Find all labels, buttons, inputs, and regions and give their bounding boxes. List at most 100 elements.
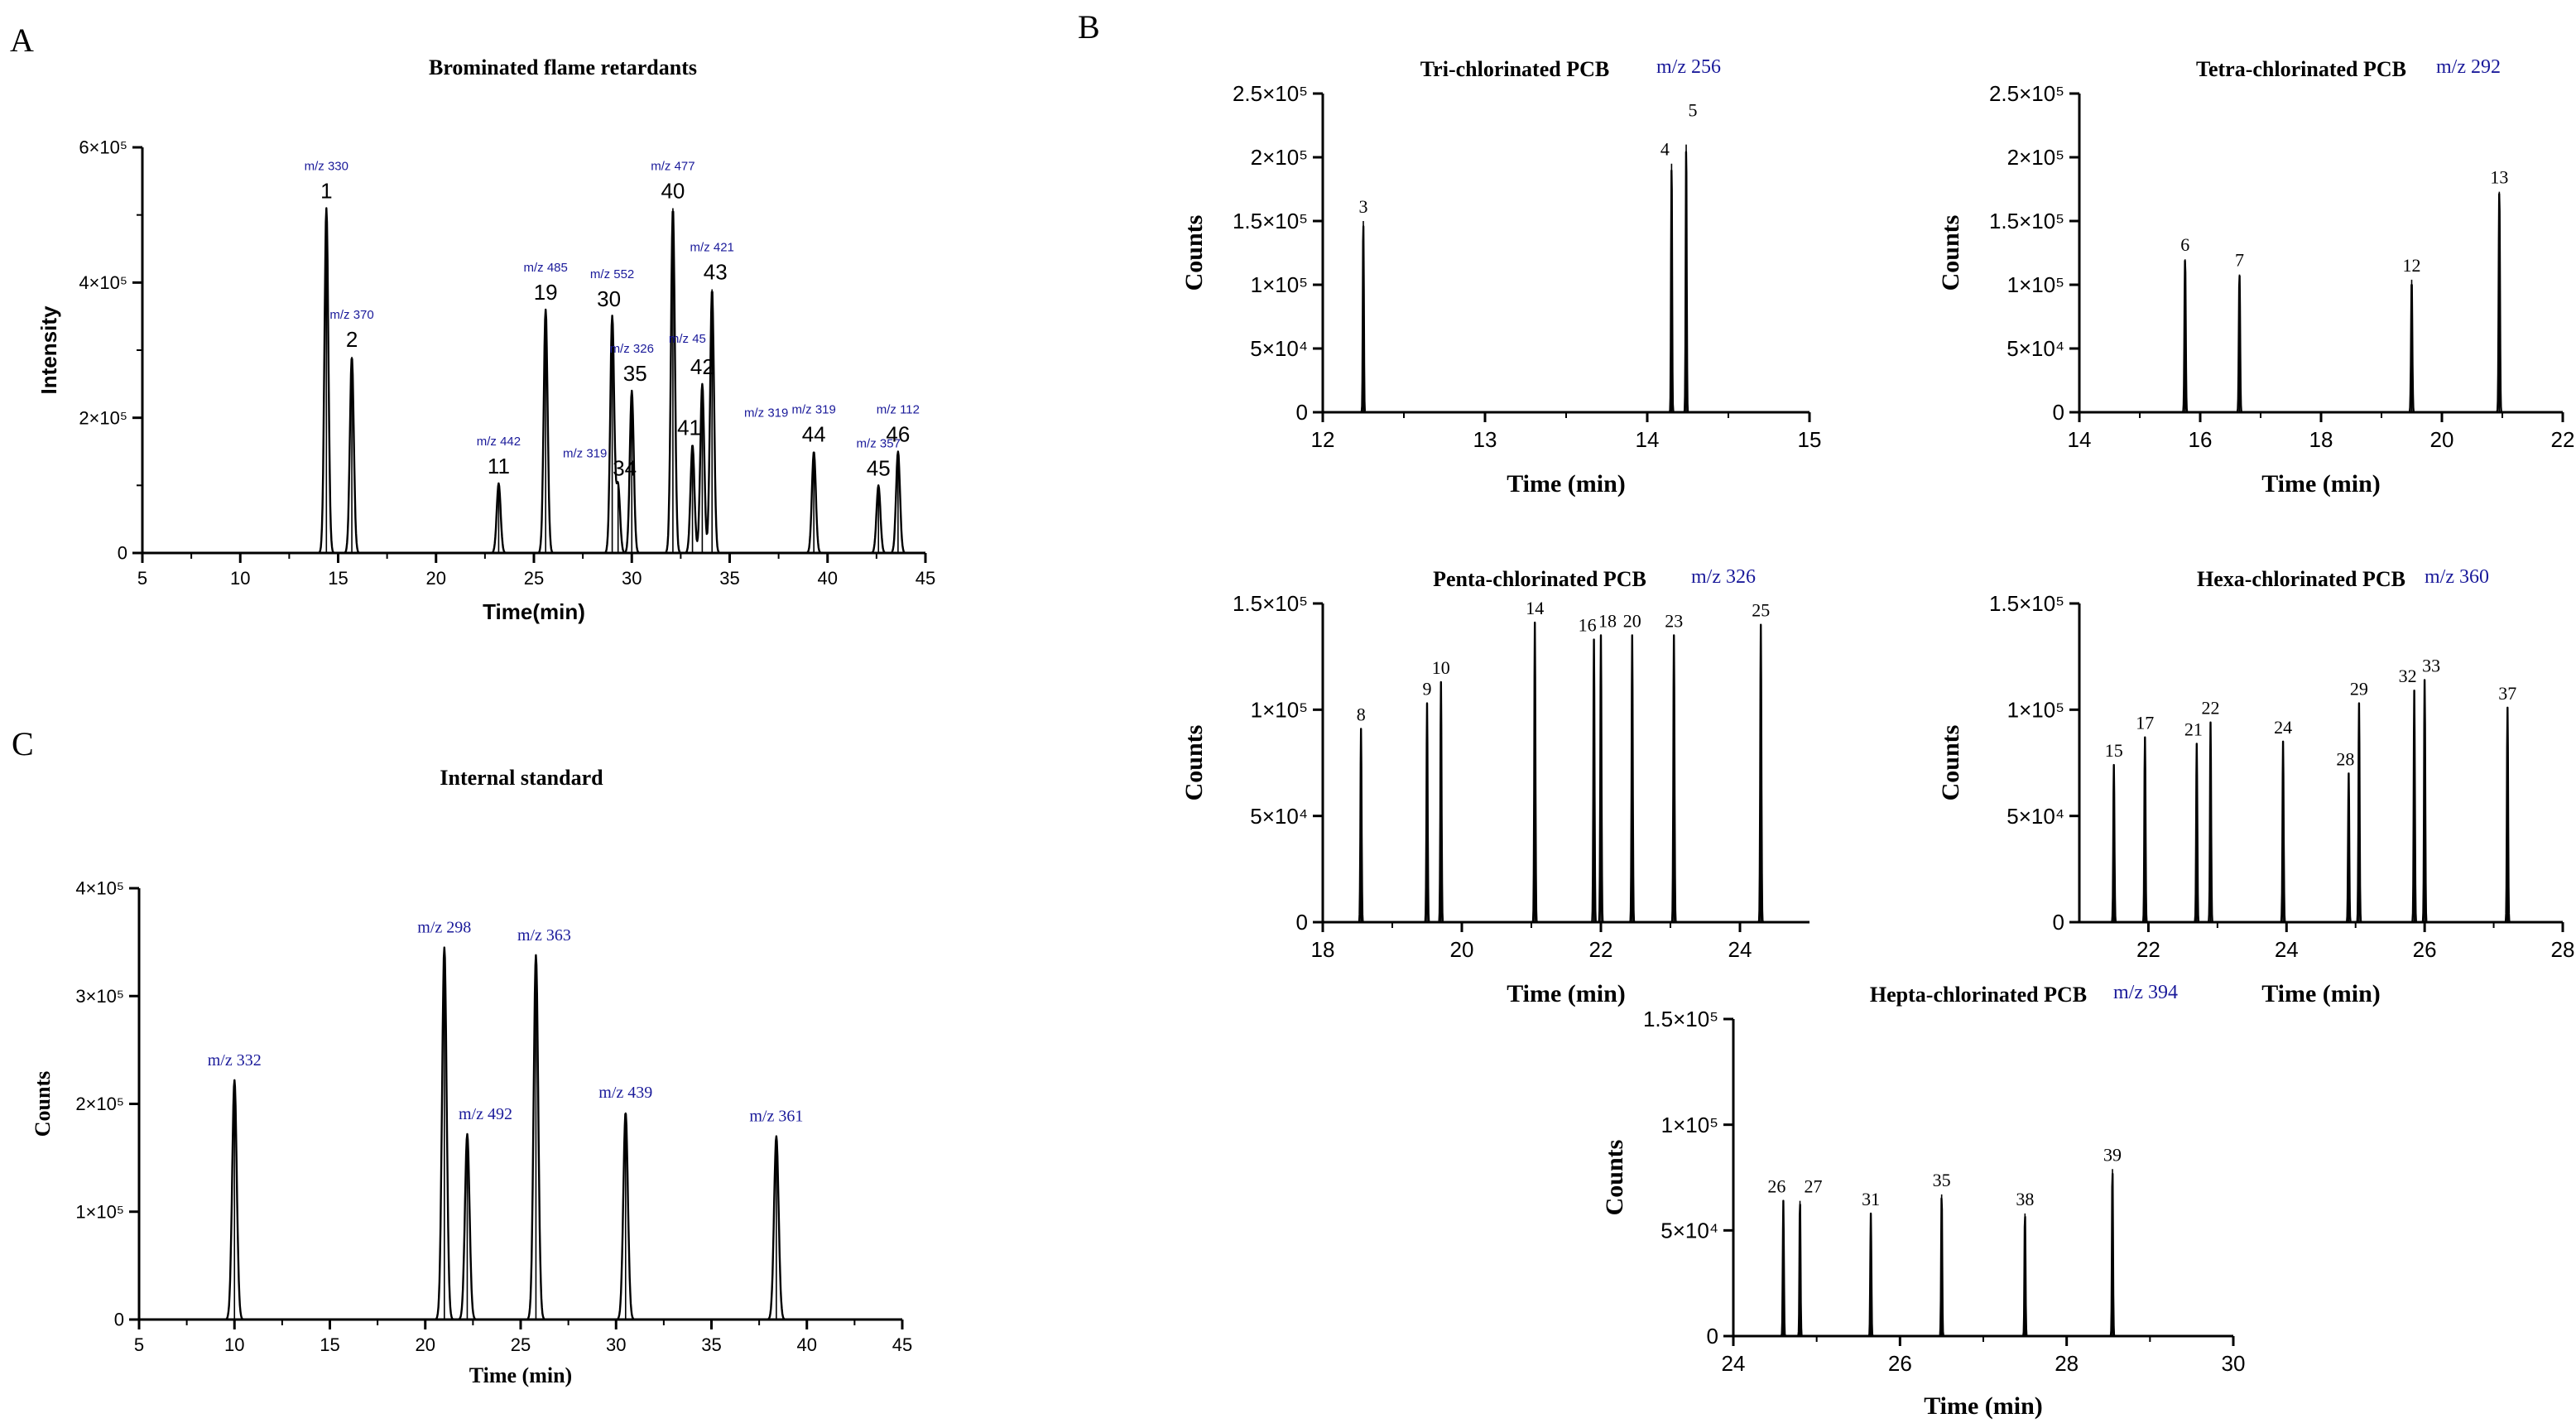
panel-letter-b: B xyxy=(1078,8,1100,46)
peak-mz-label: m/z 477 xyxy=(651,160,694,174)
peak-label: 12 xyxy=(2403,255,2421,276)
y-axis-label: Counts xyxy=(1937,725,1964,801)
panel-letter-a: A xyxy=(10,22,34,59)
y-tick-label: 1.5×10⁵ xyxy=(1233,591,1308,616)
x-tick-label: 26 xyxy=(1888,1351,1912,1376)
peak-label: 46 xyxy=(886,422,910,447)
y-tick-label: 1×10⁵ xyxy=(2007,697,2064,722)
peak-label: 25 xyxy=(1752,600,1770,621)
x-axis-label: Time (min) xyxy=(1924,1392,2043,1420)
panel-letter-c: C xyxy=(12,725,34,762)
y-tick-label: 2×10⁵ xyxy=(2007,145,2064,170)
x-axis-label: Time (min) xyxy=(2261,470,2381,498)
peak-label: 24 xyxy=(2274,717,2292,738)
peak-label: 38 xyxy=(2016,1189,2034,1209)
peak-mz-label: m/z 319 xyxy=(563,446,607,460)
chart-b-hepta: Hepta-chlorinated PCB m/z 394 24 26 28 30 0 5×1… xyxy=(1601,982,2245,1420)
chromatogram-trace xyxy=(2079,193,2564,414)
peak-mz-label: m/z 319 xyxy=(792,403,836,417)
y-axis-label: Intensity xyxy=(36,305,61,394)
y-tick-label: 3×10⁵ xyxy=(75,986,124,1007)
y-tick-label: 6×10⁵ xyxy=(79,137,127,158)
peak-label: 29 xyxy=(2350,679,2368,699)
x-tick-label: 15 xyxy=(328,568,348,589)
peak-label: 14 xyxy=(1526,598,1544,618)
peak-label: 37 xyxy=(2498,683,2516,704)
x-tick-label: 5 xyxy=(137,568,147,589)
peak-label: 2 xyxy=(346,327,358,352)
peak-label: 32 xyxy=(2399,666,2417,686)
chart-title: Penta-chlorinated PCB xyxy=(1433,567,1646,591)
chart-c: Internal standard 5 10 15 20 25 30 35 40 45 0 1×10⁵… xyxy=(31,766,912,1387)
peak-label: 35 xyxy=(1933,1170,1951,1190)
y-tick-label: 5×10⁴ xyxy=(1250,336,1308,361)
y-tick-label: 1×10⁵ xyxy=(1661,1113,1718,1137)
peak-label: 45 xyxy=(867,455,891,480)
peak-label: 39 xyxy=(2103,1144,2122,1165)
chart-mz-label: m/z 292 xyxy=(2436,56,2501,78)
x-tick-label: 28 xyxy=(2551,937,2575,962)
peak-label: 33 xyxy=(2422,655,2440,675)
peak-mz-label: m/z 357 xyxy=(857,436,901,450)
x-tick-label: 35 xyxy=(719,568,739,589)
x-tick-label: 25 xyxy=(524,568,544,589)
peak-mz-label: m/z 298 xyxy=(417,919,471,937)
chart-mz-label: m/z 326 xyxy=(1691,566,1756,588)
peak-label: 1 xyxy=(320,179,332,204)
peak-label: 23 xyxy=(1665,611,1683,632)
chromatogram-trace xyxy=(1322,151,1810,414)
peak-mz-label: m/z 319 xyxy=(744,406,788,420)
x-tick-label: 28 xyxy=(2055,1351,2079,1376)
peak-mz-label: m/z 361 xyxy=(749,1108,803,1126)
y-tick-label: 2×10⁵ xyxy=(79,407,127,428)
y-tick-label: 0 xyxy=(2053,400,2064,425)
x-tick-label: 12 xyxy=(1311,427,1335,452)
y-tick-label: 0 xyxy=(2053,910,2064,935)
x-axis-label: Time (min) xyxy=(1507,470,1626,498)
x-tick-label: 30 xyxy=(2222,1351,2246,1376)
peak-mz-label: m/z 552 xyxy=(590,267,634,281)
y-tick-label: 5×10⁴ xyxy=(1660,1218,1718,1243)
y-tick-label: 5×10⁴ xyxy=(1250,804,1308,829)
x-tick-label: 45 xyxy=(892,1334,912,1355)
peak-label: 22 xyxy=(2202,698,2220,719)
x-tick-label: 15 xyxy=(320,1334,339,1355)
chart-title: Brominated flame retardants xyxy=(429,55,697,79)
y-tick-label: 0 xyxy=(114,1310,124,1330)
y-axis-label: Counts xyxy=(1180,215,1208,291)
x-tick-label: 16 xyxy=(2189,427,2213,452)
chromatogram-trace xyxy=(1733,1172,2234,1338)
peak-label: 43 xyxy=(704,260,728,285)
peak-label: 20 xyxy=(1623,611,1641,632)
chromatogram-trace xyxy=(138,946,903,1321)
peak-label: 26 xyxy=(1767,1176,1785,1197)
y-tick-label: 1.5×10⁵ xyxy=(1643,1007,1718,1031)
y-tick-label: 1×10⁵ xyxy=(1251,272,1308,297)
y-axis-label: Counts xyxy=(1180,725,1208,801)
x-tick-label: 40 xyxy=(818,568,838,589)
peak-mz-label: m/z 330 xyxy=(305,160,348,174)
peak-mz-label: m/z 485 xyxy=(524,261,568,275)
peak-label: 4 xyxy=(1660,139,1670,160)
y-axis-label: Counts xyxy=(1601,1140,1628,1216)
chart-title: Tetra-chlorinated PCB xyxy=(2196,57,2406,81)
peak-mz-label: m/z 326 xyxy=(610,342,654,356)
y-tick-label: 2×10⁵ xyxy=(75,1094,124,1114)
x-tick-label: 22 xyxy=(1589,937,1613,962)
x-tick-label: 30 xyxy=(622,568,642,589)
y-tick-label: 5×10⁴ xyxy=(2006,336,2064,361)
x-tick-label: 20 xyxy=(2430,427,2454,452)
peak-mz-label: m/z 442 xyxy=(477,435,521,449)
x-tick-label: 35 xyxy=(701,1334,721,1355)
peak-label: 6 xyxy=(2180,234,2189,255)
y-tick-label: 0 xyxy=(118,543,127,564)
y-tick-label: 2.5×10⁵ xyxy=(1989,81,2064,106)
x-tick-label: 22 xyxy=(2551,427,2575,452)
peak-label: 40 xyxy=(661,179,685,204)
chart-mz-label: m/z 394 xyxy=(2113,982,2178,1003)
x-tick-label: 10 xyxy=(230,568,250,589)
peak-label: 21 xyxy=(2184,719,2203,739)
x-tick-label: 25 xyxy=(511,1334,531,1355)
